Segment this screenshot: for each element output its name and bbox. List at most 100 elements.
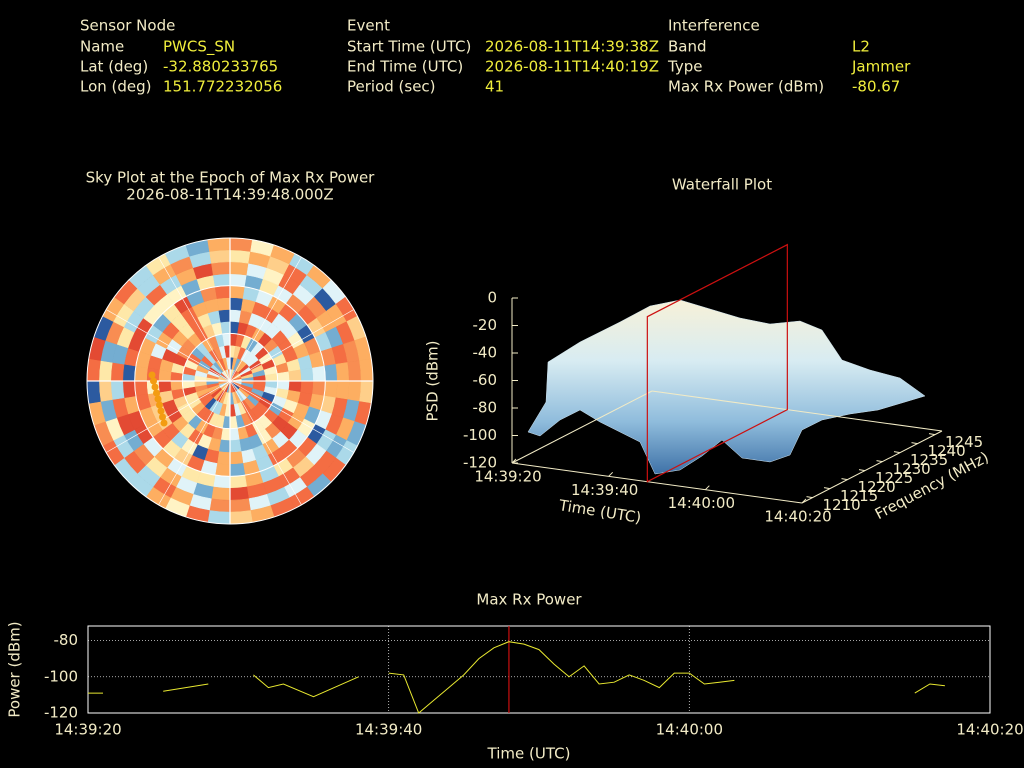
sky-cell: [122, 380, 137, 399]
sky-cell: [209, 498, 231, 513]
sky-cell: [134, 365, 148, 382]
x-tick-label: 14:39:40: [355, 721, 422, 739]
sky-cell: [214, 285, 231, 299]
satellite-track: [150, 377, 157, 385]
y-tick-label: -100: [44, 667, 78, 685]
sky-cell: [229, 463, 246, 477]
sky-cell: [359, 380, 374, 404]
y-tick-label: 1215: [840, 487, 878, 505]
y-tick-label: 1220: [858, 478, 896, 496]
epoch-plane: [646, 243, 788, 483]
sky-cell: [122, 363, 137, 382]
x-tick-label: 14:39:40: [571, 481, 638, 499]
field-label: Name: [80, 38, 124, 56]
field-value: 2026-08-11T14:40:19Z: [485, 58, 659, 76]
y-tick: [893, 451, 901, 454]
sky-cell: [229, 498, 251, 513]
sky-cell: [214, 463, 231, 477]
power-line: [88, 641, 945, 714]
sky-cell: [86, 358, 101, 382]
sky-cell: [212, 273, 231, 288]
sky-cell: [335, 380, 350, 400]
x-axis-label: Time (UTC): [487, 745, 571, 763]
x-tick-label: 14:40:00: [656, 721, 723, 739]
field-label: Lon (deg): [80, 78, 152, 96]
field-label: Band: [668, 38, 707, 56]
sky-spoke: [158, 380, 231, 505]
sky-cell: [218, 309, 231, 323]
sky-cell: [207, 237, 231, 252]
sky-cell: [216, 451, 231, 465]
satellite-track: [159, 413, 166, 421]
chart-title: Max Rx Power: [476, 591, 582, 609]
sky-cell: [312, 365, 326, 382]
y-tick-label: -80: [54, 631, 79, 649]
section-title: Event: [347, 17, 390, 35]
x-tick-label: 14:39:20: [54, 721, 121, 739]
satellite-track: [148, 371, 156, 379]
section-title: Interference: [668, 17, 760, 35]
sky-cell: [229, 474, 248, 489]
sky-cell: [229, 273, 248, 288]
y-tick-label: 1210: [823, 496, 861, 514]
satellite-track: [153, 389, 160, 397]
axis-line: [511, 390, 653, 464]
sky-cell: [211, 486, 231, 501]
sky-spoke: [229, 380, 302, 505]
y-tick-label: 1225: [875, 469, 913, 487]
sky-cell: [323, 380, 338, 399]
sky-cell: [229, 261, 249, 276]
y-tick-label: 1245: [945, 433, 983, 451]
y-tick: [858, 469, 866, 472]
field-value: 151.772232056: [163, 78, 282, 96]
y-tick: [928, 433, 936, 436]
field-label: End Time (UTC): [347, 58, 463, 76]
y-tick-label: 1240: [928, 442, 966, 460]
x-tick: [704, 485, 710, 491]
sky-spoke: [158, 257, 231, 382]
z-tick-label: -120: [463, 454, 497, 472]
sky-cell: [212, 474, 231, 489]
field-label: Max Rx Power (dBm): [668, 78, 824, 96]
satellite-track: [156, 401, 163, 409]
field-value: Jammer: [851, 58, 911, 76]
sky-spoke: [229, 380, 354, 453]
z-tick-label: -80: [473, 399, 498, 417]
sky-cell: [229, 297, 244, 311]
satellite-track: [154, 395, 162, 403]
field-value: -32.880233765: [163, 58, 278, 76]
sky-cell: [229, 486, 249, 501]
z-tick-label: 0: [487, 289, 497, 307]
sky-cell: [98, 380, 113, 402]
sky-cell: [229, 237, 253, 252]
sky-cell: [86, 380, 101, 404]
field-value: -80.67: [852, 78, 900, 96]
z-tick-label: -100: [463, 426, 497, 444]
sky-cell: [110, 380, 125, 400]
x-tick: [608, 471, 614, 477]
sky-cell: [207, 510, 231, 525]
y-tick-label: -120: [44, 704, 78, 722]
sky-cell: [335, 362, 350, 382]
chart-title: Sky Plot at the Epoch of Max Rx Power: [86, 169, 376, 187]
sky-spoke: [106, 380, 231, 453]
sky-cell: [229, 451, 244, 465]
x-tick-label: 14:40:20: [764, 508, 831, 526]
field-label: Type: [667, 58, 702, 76]
field-value: PWCS_SN: [163, 38, 235, 57]
sky-cell: [288, 369, 302, 382]
sky-cell: [300, 367, 314, 382]
field-value: 41: [485, 78, 504, 96]
z-tick-label: -40: [473, 344, 498, 362]
y-tick-label: 1230: [893, 460, 931, 478]
field-value: 2026-08-11T14:39:38Z: [485, 38, 659, 56]
z-axis-label: PSD (dBm): [424, 340, 442, 421]
waterfall-surface: [527, 299, 926, 475]
sky-cell: [347, 360, 362, 382]
plot-frame: [87, 625, 991, 714]
sky-cell: [300, 380, 314, 395]
x-tick-label: 14:39:20: [474, 468, 541, 486]
y-tick-label: 1235: [910, 451, 948, 469]
chart-title: Waterfall Plot: [672, 176, 772, 194]
